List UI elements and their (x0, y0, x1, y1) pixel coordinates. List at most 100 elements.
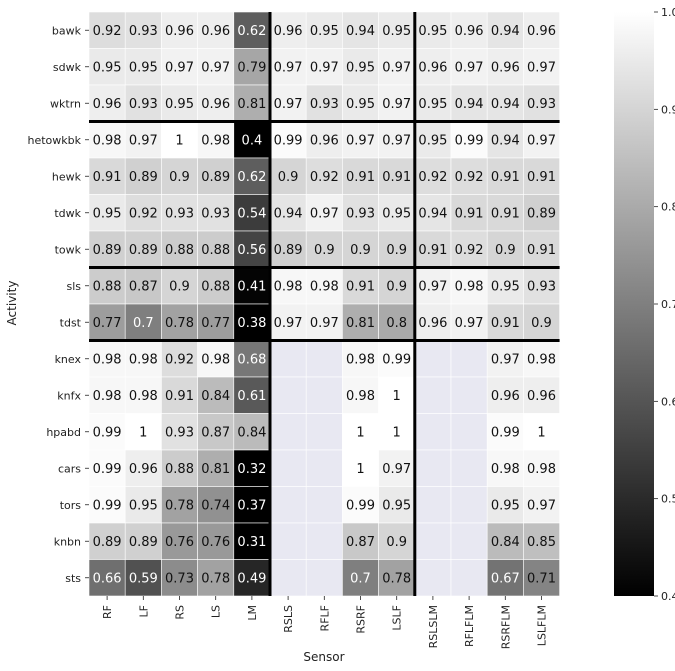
y-tick-label: tdwk (54, 207, 81, 220)
cell-value-label: 0.96 (310, 133, 339, 148)
cell-value-label: 0.77 (201, 316, 230, 331)
cell-value-label: 0.98 (274, 279, 303, 294)
heatmap-cell (197, 376, 235, 414)
heatmap-cell (450, 230, 488, 268)
cell-value-label: 0.96 (418, 60, 447, 75)
cell-value-label: 0.96 (527, 24, 556, 39)
heatmap-cell (414, 121, 452, 159)
cell-value-label: 0.96 (129, 462, 158, 477)
cell-value-label: 0.97 (274, 97, 303, 112)
cell-value-label: 0.9 (350, 243, 371, 258)
y-tick-labels: bawk sdwk wktrn hetowkbk hewk tdwk towk sls tdst… (27, 24, 89, 585)
cell-value-label: 0.97 (455, 60, 484, 75)
heatmap-cell (88, 230, 126, 268)
cell-value-label: 0.94 (491, 133, 520, 148)
heatmap-cell (124, 157, 162, 195)
cell-value-label: 0.95 (346, 97, 375, 112)
heatmap-cell (197, 230, 235, 268)
cell-value-label: 0.84 (201, 389, 230, 404)
cell-value-label: 0.81 (201, 462, 230, 477)
colorbar: 0.4 0.5 0.6 0.7 0.8 0.9 1.0 (614, 6, 675, 603)
x-tick-label: RFLFLM (463, 605, 476, 647)
cell-value-label: 0.97 (382, 133, 411, 148)
cell-value-label: 0.7 (350, 571, 371, 586)
heatmap-cell (523, 48, 560, 86)
heatmap-cell (305, 340, 343, 378)
heatmap-cells: 0.92 0.93 0.96 0.96 0.62 0.96 0.95 0.94 0.95 0.95… (88, 11, 560, 597)
heatmap-cell (414, 230, 452, 268)
heatmap-cell (523, 413, 560, 451)
heatmap-cell (233, 267, 271, 305)
heatmap-cell (342, 340, 379, 378)
cell-value-label: 0.92 (310, 170, 339, 185)
heatmap-cell (450, 340, 488, 378)
cell-value-label: 0.96 (491, 60, 520, 75)
cell-value-label: 0.95 (310, 24, 339, 39)
x-tick-label: RSRF (355, 605, 368, 634)
heatmap-cell (414, 413, 452, 451)
heatmap-cell (161, 230, 198, 268)
cell-value-label: 0.97 (310, 316, 339, 331)
cell-value-label: 0.91 (165, 389, 194, 404)
heatmap-cell (305, 157, 343, 195)
heatmap-cell (124, 559, 162, 597)
heatmap-cell (197, 449, 235, 487)
heatmap-cell (414, 559, 452, 597)
cell-value-label: 0.98 (346, 352, 375, 367)
heatmap-cell (124, 522, 162, 560)
cell-value-label: 0.89 (129, 535, 158, 550)
heatmap-cell (197, 194, 235, 232)
heatmap-cell (486, 559, 524, 597)
heatmap-cell (486, 449, 524, 487)
cell-value-label: 0.38 (237, 316, 266, 331)
cell-value-label: 0.9 (169, 170, 190, 185)
cell-value-label: 0.31 (237, 535, 266, 550)
cell-value-label: 0.99 (93, 462, 122, 477)
heatmap-cell (378, 486, 416, 524)
x-tick-label: LSLFLM (536, 605, 549, 646)
y-axis-title: Activity (5, 281, 19, 326)
heatmap-cell (88, 194, 126, 232)
y-tick-label: hewk (52, 170, 82, 183)
y-tick-label: knfx (57, 389, 81, 402)
heatmap-cell (486, 376, 524, 414)
heatmap-cell (269, 230, 307, 268)
cell-value-label: 0.97 (527, 133, 556, 148)
heatmap-cell (523, 559, 560, 597)
cell-value-label: 0.99 (346, 498, 375, 513)
cell-value-label: 0.95 (129, 498, 158, 513)
heatmap-cell (342, 267, 379, 305)
cell-value-label: 0.93 (165, 206, 194, 221)
cell-value-label: 0.95 (418, 97, 447, 112)
heatmap-cell (450, 194, 488, 232)
x-tick-label: LM (246, 605, 259, 621)
cell-value-label: 0.89 (93, 535, 122, 550)
heatmap-cell (486, 303, 524, 341)
cell-value-label: 0.9 (314, 243, 335, 258)
cell-value-label: 0.93 (527, 279, 556, 294)
cell-value-label: 0.59 (129, 571, 158, 586)
cell-value-label: 0.84 (491, 535, 520, 550)
heatmap-cell (342, 48, 379, 86)
heatmap-cell (124, 449, 162, 487)
cell-value-label: 0.88 (93, 279, 122, 294)
heatmap-cell (450, 413, 488, 451)
cell-value-label: 1 (393, 425, 401, 440)
cell-value-label: 0.78 (165, 498, 194, 513)
cell-value-label: 0.95 (346, 60, 375, 75)
heatmap-cell (414, 486, 452, 524)
cell-value-label: 0.91 (93, 170, 122, 185)
heatmap-cell (161, 449, 198, 487)
cell-value-label: 0.89 (274, 243, 303, 258)
heatmap-cell (88, 303, 126, 341)
colorbar-tick-label: 0.8 (661, 201, 675, 214)
cell-value-label: 0.92 (165, 352, 194, 367)
cell-value-label: 0.78 (165, 316, 194, 331)
cell-value-label: 1 (175, 133, 183, 148)
cell-value-label: 0.98 (346, 389, 375, 404)
cell-value-label: 0.98 (455, 279, 484, 294)
cell-value-label: 0.98 (129, 352, 158, 367)
cell-value-label: 0.89 (129, 243, 158, 258)
heatmap-cell (197, 267, 235, 305)
cell-value-label: 0.96 (527, 389, 556, 404)
